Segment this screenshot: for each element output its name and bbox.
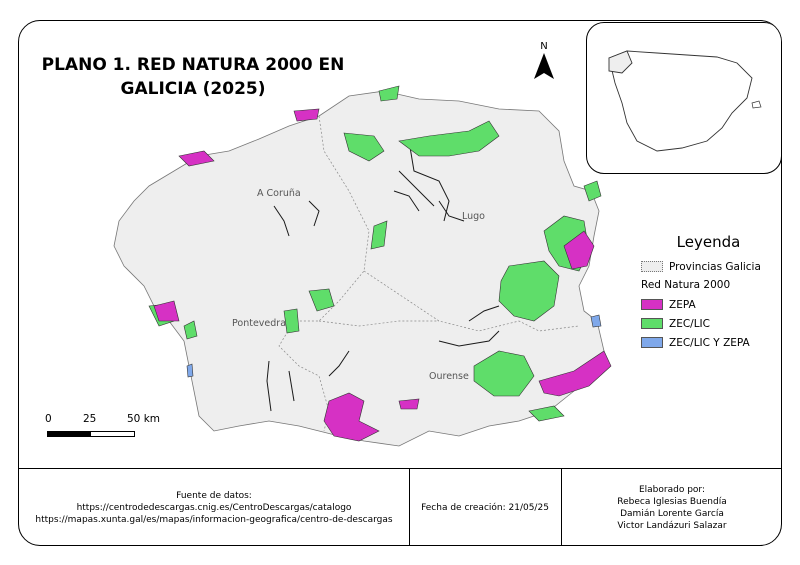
galicia-map [113, 85, 612, 447]
creation-date: Fecha de creación: 21/05/25 [421, 503, 549, 513]
legend-provinces: Provincias Galicia [641, 257, 776, 276]
footer-separator [561, 468, 562, 545]
province-border [318, 320, 439, 327]
scale-tick-25: 25 [83, 413, 97, 425]
scale-bar-graphic [47, 431, 135, 437]
spain-inset-map [586, 22, 781, 174]
scale-tick-0: 0 [45, 413, 52, 425]
legend: Leyenda Provincias Galicia Red Natura 20… [641, 233, 776, 352]
zec-swatch [641, 318, 663, 329]
sources-title: Fuente de datos: [176, 491, 252, 501]
legend-title: Leyenda [676, 233, 741, 251]
map-frame: A Coruña Lugo Pontevedra Ourense PLANO 1… [18, 20, 782, 546]
place-label-lugo: Lugo [462, 211, 485, 222]
place-label-coruna: A Coruña [257, 188, 301, 199]
zepa-swatch [641, 299, 663, 310]
source-link-xunta[interactable]: https://mapas.xunta.gal/es/mapas/informa… [35, 515, 393, 525]
legend-item-label: ZEPA [669, 298, 696, 311]
rivers [266, 140, 500, 412]
author-name: Rebeca Iglesias Buendía [617, 497, 727, 507]
legend-item-label: ZEC/LIC [669, 317, 710, 330]
map-title: PLANO 1. RED NATURA 2000 EN GALICIA (202… [41, 55, 345, 99]
legend-provinces-label: Provincias Galicia [669, 260, 761, 273]
source-link-cnig[interactable]: https://centrodedescargas.cnig.es/Centro… [76, 503, 352, 513]
zec-zepa-areas [186, 314, 602, 378]
footer-divider [19, 468, 781, 469]
footer-separator [409, 468, 410, 545]
author-name: Damián Lorente García [620, 509, 724, 519]
scale-bar: 0 25 50 km [41, 413, 181, 453]
legend-item-zepa: ZEPA [641, 295, 776, 314]
legend-item-zec: ZEC/LIC [641, 314, 776, 333]
north-label: N [540, 41, 547, 52]
legend-item-both: ZEC/LIC Y ZEPA [641, 333, 776, 352]
zepa-areas [153, 108, 612, 442]
galicia-highlight [608, 50, 633, 74]
legend-subtitle: Red Natura 2000 [641, 279, 731, 291]
place-label-pontevedra: Pontevedra [232, 318, 287, 329]
legend-item-label: ZEC/LIC Y ZEPA [669, 336, 750, 349]
footer-authors: Elaborado por: Rebeca Iglesias Buendía D… [561, 469, 781, 545]
spain-outline [608, 50, 762, 152]
province-swatch [641, 261, 663, 272]
authors-title: Elaborado por: [638, 485, 705, 495]
north-arrow-icon: N [534, 41, 554, 79]
place-label-ourense: Ourense [429, 371, 469, 382]
author-name: Victor Landázuri Salazar [617, 521, 727, 531]
scale-tick-50: 50 km [127, 413, 161, 425]
footer-sources: Fuente de datos: https://centrodedescarg… [19, 469, 409, 545]
galicia-land [113, 90, 605, 447]
footer-date: Fecha de creación: 21/05/25 [409, 469, 561, 545]
both-swatch [641, 337, 663, 348]
